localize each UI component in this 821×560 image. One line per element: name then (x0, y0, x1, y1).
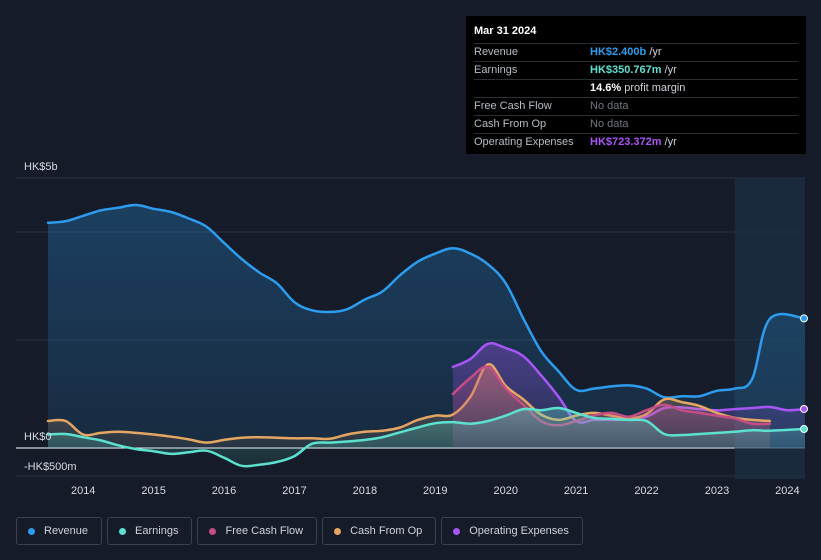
legend-item-earnings[interactable]: Earnings (107, 517, 193, 545)
tooltip-row: Earnings HK$350.767m /yr (474, 61, 798, 79)
legend-item-operating-expenses[interactable]: Operating Expenses (441, 517, 583, 545)
tooltip-row-label: Earnings (474, 64, 518, 76)
tooltip-value-unit: /yr (661, 64, 677, 76)
tooltip-value-number: HK$723.372m (590, 136, 662, 148)
x-axis-label: 2023 (705, 485, 729, 497)
tooltip-date: Mar 31 2024 (474, 25, 537, 37)
legend-dot-icon (209, 527, 217, 535)
legend-label: Operating Expenses (469, 525, 569, 537)
legend: Revenue Earnings Free Cash Flow Cash From O… (16, 517, 583, 547)
tooltip-row: Free Cash Flow No data (474, 97, 798, 115)
x-axis-label: 2024 (775, 485, 799, 497)
x-axis-label: 2016 (212, 485, 236, 497)
tooltip-value-number: 14.6% (590, 82, 622, 94)
x-axis-label: 2018 (353, 485, 377, 497)
legend-label: Cash From Op (350, 525, 423, 537)
x-axis-label: 2014 (71, 485, 95, 497)
legend-item-revenue[interactable]: Revenue (16, 517, 103, 545)
operating-expenses-end-point (800, 404, 808, 413)
tooltip-value-number: HK$2.400b (590, 46, 647, 58)
tooltip-row: Cash From Op No data (474, 115, 798, 133)
legend-label: Earnings (135, 525, 179, 537)
legend-label: Free Cash Flow (225, 525, 304, 537)
free-cash-flow-line (451, 365, 772, 427)
legend-dot-icon (119, 527, 127, 535)
x-axis-label: 2019 (423, 485, 447, 497)
tooltip-row-value: No data (590, 116, 629, 133)
legend-item-free-cash-flow[interactable]: Free Cash Flow (197, 517, 318, 545)
x-axis-label: 2022 (634, 485, 658, 497)
legend-dot-icon (334, 527, 342, 535)
tooltip-row: Revenue HK$2.400b /yr (474, 43, 798, 61)
legend-dot-icon (453, 527, 461, 535)
tooltip-row-value: No data (590, 98, 629, 115)
y-axis-label: HK$5b (24, 161, 58, 173)
legend-item-cash-from-op[interactable]: Cash From Op (322, 517, 437, 545)
x-axis-label: 2015 (141, 485, 165, 497)
y-axis-label: HK$0 (24, 431, 52, 443)
tooltip-value-unit: /yr (646, 46, 662, 58)
tooltip-value-number: HK$350.767m (590, 64, 662, 76)
earnings-end-point (800, 425, 808, 434)
tooltip-row-label: Free Cash Flow (474, 100, 552, 112)
tooltip-row-value: 14.6% profit margin (590, 80, 685, 97)
tooltip-row-label: Cash From Op (474, 118, 547, 130)
tooltip-row-value: HK$350.767m /yr (590, 62, 677, 79)
tooltip-value-unit: /yr (661, 136, 677, 148)
earnings-area (48, 407, 805, 467)
tooltip-row-value: HK$723.372m /yr (590, 134, 677, 151)
revenue-end-point (800, 314, 808, 323)
tooltip-value-number: No data (590, 118, 629, 130)
revenue-line (46, 203, 807, 399)
x-axis-label: 2017 (282, 485, 306, 497)
tooltip-row: 14.6% profit margin (474, 79, 798, 97)
legend-dot-icon (28, 527, 35, 535)
earnings-line (46, 406, 807, 468)
tooltip-value-unit: profit margin (621, 82, 686, 94)
tooltip-row: Operating Expenses HK$723.372m /yr (474, 133, 798, 151)
x-axis-label: 2021 (564, 485, 588, 497)
tooltip-panel: Mar 31 2024 Revenue HK$2.400b /yr Earnings… (466, 16, 806, 154)
y-axis-label: -HK$500m (24, 461, 77, 473)
x-axis-label: 2020 (493, 485, 517, 497)
tooltip-row-label: Revenue (474, 46, 519, 58)
tooltip-row-label (474, 80, 590, 97)
tooltip-row-label: Operating Expenses (474, 136, 574, 148)
revenue-area (48, 204, 805, 448)
tooltip-row-value: HK$2.400b /yr (590, 44, 662, 61)
legend-label: Revenue (44, 525, 89, 537)
tooltip-value-number: No data (590, 100, 629, 112)
